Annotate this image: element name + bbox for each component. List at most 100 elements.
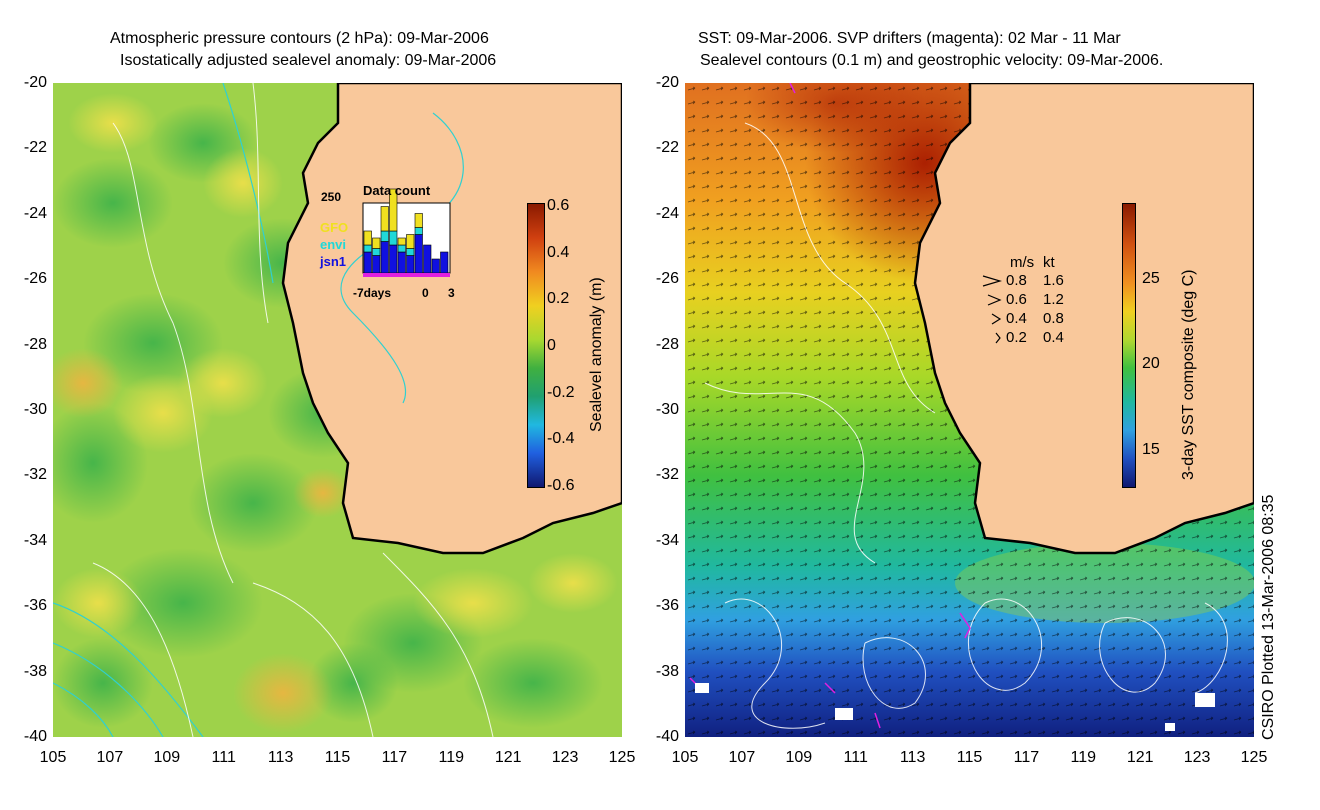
left-x-tick-7: 119 [438,749,465,766]
left-y-tick-1: -22 [23,139,47,157]
right-y-tick-8: -36 [655,597,679,615]
left-colorbar-tick-5: -0.4 [547,430,575,448]
right-colorbar-tick-2: 15 [1142,441,1160,458]
right-y-tick-10: -40 [655,728,679,745]
left-y-tick-3: -26 [23,270,47,288]
right-y-tick-6: -32 [655,466,679,484]
inset-bar-2-jsn1 [380,241,389,274]
inset-bar-1-jsn1 [372,255,381,274]
right-x-tick-0: 105 [671,749,699,766]
right-x-tick-8: 121 [1126,749,1154,766]
velocity-legend-kt-2: 0.8 [1043,310,1064,327]
velocity-legend-kt-3: 0.4 [1043,329,1064,346]
left-colorbar-tick-0: 0.6 [547,197,570,214]
inset-bar-3-gfo [389,188,398,232]
inset-x-label-end: 3 [448,286,455,300]
left-x-tick-10: 125 [608,749,636,766]
inset-bar-9-jsn1 [440,251,449,274]
inset-bar-2-gfo [380,206,389,232]
inset-x-label-start: -7days [353,286,392,300]
inset-bar-6-jsn1 [414,234,423,274]
inset-bar-1-gfo [372,237,381,249]
australia-land-right [913,83,1254,555]
velocity-legend-ms-2: 0.4 [1006,310,1027,327]
inset-bar-8-jsn1 [431,258,440,274]
left-title-line2: Isostatically adjusted sealevel anomaly:… [120,52,497,69]
right-y-tick-9: -38 [655,662,679,680]
inset-title: Data count [363,183,431,198]
inset-bar-4-jsn1 [397,251,406,274]
inset-bar-6-gfo [414,213,423,228]
credit-label: CSIRO Plotted 13-Mar-2006 08:35 [1260,494,1277,740]
left-colorbar-tick-1: 0.4 [547,243,570,261]
inset-bar-5-envi [406,248,415,256]
right-y-tick-2: -24 [655,204,679,222]
inset-bar-3-envi [389,230,398,246]
left-y-tick-4: -28 [23,335,47,353]
right-x-tick-5: 115 [956,749,983,766]
velocity-legend-ms-3: 0.2 [1006,329,1027,346]
right-x-tick-9: 123 [1183,749,1211,766]
sealevel-contours [92,83,494,737]
inset-bar-0-gfo [363,230,372,246]
left-x-tick-1: 107 [96,749,124,766]
inset-bar-3-jsn1 [389,244,398,274]
velocity-legend-arrow-1 [987,293,1002,307]
cloud-mask [695,683,1215,731]
velocity-legend-arrow-3 [995,331,1002,345]
left-title-line1: Atmospheric pressure contours (2 hPa): 0… [110,30,489,47]
left-y-tick-7: -34 [23,531,47,549]
right-x-tick-10: 125 [1240,749,1268,766]
inset-x-label-zero: 0 [422,286,429,300]
right-colorbar-label: 3-day SST composite (deg C) [1180,269,1197,480]
right-x-tick-6: 117 [1013,749,1040,766]
left-colorbar-tick-6: -0.6 [547,477,575,494]
right-x-tick-4: 113 [899,749,926,766]
left-x-tick-3: 111 [211,749,236,766]
right-colorbar-tick-0: 25 [1142,270,1160,287]
sealevel-contours-right [704,122,1228,729]
inset-bar-0-envi [363,244,372,253]
right-y-tick-7: -34 [655,531,679,549]
velocity-legend-ms-1: 0.6 [1006,291,1027,308]
right-y-tick-3: -26 [655,270,679,288]
right-title-line1: SST: 09-Mar-2006. SVP drifters (magenta)… [698,30,1121,47]
left-colorbar-label: Sealevel anomaly (m) [588,277,605,432]
left-y-tick-9: -38 [23,662,47,680]
inset-legend-gfo: GFO [320,220,349,235]
velocity-legend-kt-0: 1.6 [1043,272,1064,289]
left-x-tick-8: 121 [494,749,522,766]
velocity-legend-kt-1: 1.2 [1043,291,1064,308]
left-y-tick-0: -20 [23,74,47,91]
left-x-tick-2: 109 [153,749,181,766]
right-y-tick-0: -20 [655,74,679,91]
velocity-legend-header-ms: m/s [1010,254,1035,271]
right-y-tick-5: -30 [655,401,679,418]
left-y-tick-10: -40 [23,728,47,745]
inset-time-axis [363,273,450,277]
inset-legend-jsn1: jsn1 [320,254,347,269]
right-y-tick-4: -28 [655,335,679,353]
right-x-tick-2: 109 [785,749,813,766]
left-colorbar-tick-2: 0.2 [547,290,570,308]
inset-bar-6-envi [414,227,423,235]
left-x-tick-0: 105 [39,749,67,766]
inset-bar-4-gfo [397,237,406,246]
right-x-tick-1: 107 [728,749,756,766]
inset-bar-7-jsn1 [423,244,432,274]
inset-bar-2-envi [380,230,389,242]
right-y-tick-1: -22 [655,139,679,157]
velocity-legend-ms-0: 0.8 [1006,272,1027,289]
inset-ymax-label: 250 [321,190,342,204]
left-colorbar [527,203,545,488]
inset-bar-5-jsn1 [406,255,415,274]
right-title-line2: Sealevel contours (0.1 m) and geostrophi… [700,52,1164,69]
left-y-tick-5: -30 [23,401,47,418]
left-y-tick-8: -36 [23,597,47,615]
velocity-legend-arrow-0 [982,274,1002,288]
left-x-tick-5: 115 [324,749,351,766]
left-y-tick-2: -24 [23,204,47,222]
inset-bar-0-jsn1 [363,251,372,274]
right-x-tick-7: 119 [1070,749,1097,766]
right-colorbar [1122,203,1136,488]
